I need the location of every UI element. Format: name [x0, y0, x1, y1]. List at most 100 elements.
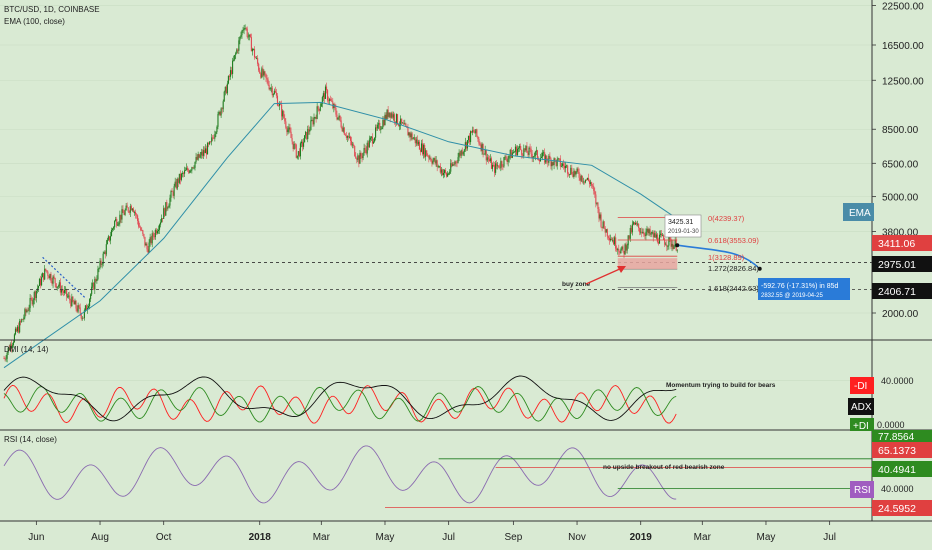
candle-body	[77, 305, 79, 312]
candle-body	[674, 239, 676, 246]
candle-body	[238, 40, 240, 51]
candle-body	[269, 88, 271, 90]
x-tick-label: May	[376, 532, 395, 543]
ema-badge-label: EMA	[849, 208, 871, 219]
candle-body	[576, 168, 578, 172]
candle-body	[466, 140, 468, 149]
candle-body	[510, 149, 512, 158]
candle-body	[190, 170, 192, 172]
candle-body	[402, 122, 404, 124]
projection-curve	[677, 244, 761, 270]
candle-body	[91, 286, 93, 295]
candle-body	[166, 202, 168, 209]
candle-body	[29, 298, 31, 309]
candle-body	[654, 233, 656, 238]
candle-body	[147, 249, 149, 253]
candle-body	[270, 87, 272, 89]
candle-body	[671, 243, 673, 247]
candle-body	[635, 222, 638, 225]
candle-body	[69, 295, 71, 301]
candle-body	[117, 224, 119, 226]
current-price-value: 3411.06	[878, 238, 915, 250]
candle-body	[7, 347, 9, 353]
candle-body	[305, 131, 307, 136]
candle-body	[55, 283, 57, 288]
candle-body	[98, 268, 100, 269]
candle-body	[453, 164, 455, 165]
candle-body	[560, 165, 562, 167]
candle-body	[145, 243, 147, 246]
candle-body	[330, 98, 332, 101]
candle-body	[554, 158, 556, 161]
candle-body	[80, 313, 82, 319]
x-tick-label: May	[757, 532, 776, 543]
candle-body	[585, 179, 587, 181]
candle-body	[488, 159, 490, 162]
candle-body	[125, 205, 127, 211]
candle-body	[4, 358, 6, 360]
dmi-title: DMI (14, 14)	[4, 345, 49, 354]
candle-body	[539, 158, 542, 162]
candle-body	[626, 245, 628, 251]
buy-zone-arrowhead	[617, 266, 626, 273]
candle-body	[323, 93, 325, 99]
candle-body	[375, 127, 377, 138]
rsi-top-value: 77.8564	[878, 432, 915, 443]
candle-body	[120, 214, 122, 220]
candle-body	[332, 101, 334, 109]
x-tick-label: Jul	[442, 532, 455, 543]
candle-body	[178, 173, 180, 183]
candle-body	[161, 218, 163, 223]
candle-body	[210, 141, 212, 143]
candle-body	[611, 239, 614, 241]
candle-body	[455, 161, 457, 163]
candle-body	[657, 241, 660, 244]
candle-body	[62, 291, 65, 293]
candle-body	[518, 147, 520, 149]
candle-body	[419, 149, 422, 152]
candle-body	[390, 113, 392, 118]
candle-body	[356, 158, 358, 160]
candle-body	[380, 129, 382, 130]
candle-body	[415, 139, 417, 144]
candle-body	[475, 129, 477, 134]
candle-body	[90, 294, 92, 300]
candle-body	[164, 208, 166, 216]
candle-body	[5, 358, 7, 360]
candle-body	[204, 148, 207, 154]
candle-body	[433, 158, 435, 161]
candle-body	[606, 229, 608, 237]
candle-body	[17, 326, 19, 332]
candle-body	[96, 279, 98, 282]
rsi-badge	[850, 481, 874, 498]
x-tick-label: Mar	[313, 532, 331, 543]
candle-body	[11, 345, 13, 349]
candle-body	[257, 58, 259, 64]
candle-body	[644, 234, 646, 237]
rsi-mid-value: 40.4941	[878, 464, 916, 476]
candle-body	[484, 149, 486, 154]
candle-body	[499, 167, 501, 169]
candle-body	[409, 132, 411, 138]
candle-body	[618, 248, 620, 252]
candle-body	[568, 173, 570, 175]
adx-badge	[848, 398, 874, 415]
adx-label: ADX	[851, 402, 872, 413]
candle-body	[38, 279, 41, 287]
projection-line-1: -592.76 (-17.31%) in 85d	[761, 283, 839, 290]
x-tick-label: Jun	[28, 532, 44, 543]
candle-body	[526, 145, 528, 153]
candle-body	[194, 161, 196, 168]
candle-body	[303, 142, 305, 147]
high-date-label: 2019-01-30	[668, 229, 699, 235]
candle-body	[286, 127, 288, 133]
momentum-note: Momentum trying to build for bears	[666, 382, 776, 389]
candle-body	[18, 326, 20, 333]
candle-body	[180, 173, 182, 180]
candle-body	[591, 182, 593, 186]
candle-body	[565, 165, 567, 169]
candle-body	[629, 228, 631, 239]
candle-body	[148, 242, 150, 253]
candle-body	[658, 234, 661, 244]
candle-body	[422, 143, 424, 155]
